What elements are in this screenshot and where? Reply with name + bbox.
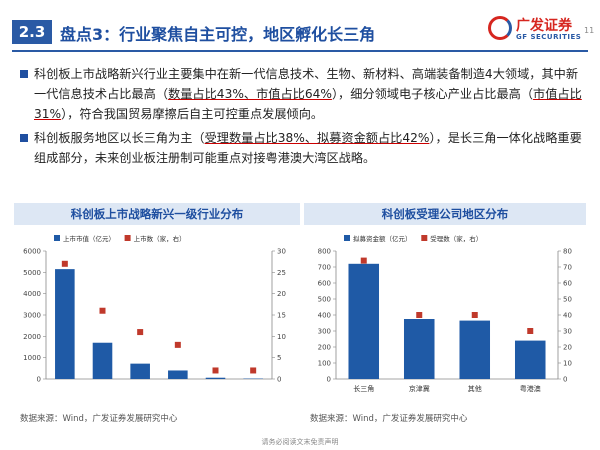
legend-label-marker: 上市数（家，右）	[134, 234, 186, 243]
y-tick-label-left: 3000	[23, 312, 41, 320]
bullet-highlight: 受理数量占比38%、拟募资金额占比42%	[204, 131, 430, 145]
bullet-text: ），细分领域电子核心产业占比最高（	[331, 87, 534, 101]
y-tick-label-right: 30	[563, 328, 572, 336]
y-tick-label-left: 6000	[23, 248, 41, 256]
x-tick-label: 长三角	[353, 384, 374, 393]
y-tick-label-left: 5000	[23, 269, 41, 277]
y-tick-label-right: 0	[563, 376, 567, 384]
marker-point	[360, 257, 367, 264]
bullet-text: 科创板上市战略新兴行业主要集中在新一代信息技术、生物、新材料、高端装备制造4大领…	[34, 67, 579, 101]
chart-title: 科创板受理公司地区分布	[304, 203, 586, 225]
marker-point	[61, 260, 68, 267]
x-tick-label: 粤港澳	[520, 384, 541, 393]
y-tick-label-right: 30	[277, 248, 286, 256]
y-tick-label-left: 4000	[23, 290, 41, 298]
bar	[514, 340, 546, 379]
bullet-square-icon	[20, 70, 28, 78]
y-tick-label-left: 300	[318, 328, 331, 336]
y-tick-label-left: 500	[318, 296, 331, 304]
bar	[55, 269, 75, 379]
chart-title: 科创板上市战略新兴一级行业分布	[14, 203, 300, 225]
chart-source: 数据来源：Wind，广发证券发展研究中心	[310, 414, 468, 424]
chart-panel-industry: 科创板上市战略新兴一级行业分布 0 1000 2000 3000 4000 5000 600…	[14, 203, 300, 425]
legend-swatch-bar	[344, 235, 350, 241]
marker-point	[250, 367, 257, 374]
marker-point	[416, 312, 423, 318]
y-tick-label-left: 0	[327, 376, 331, 384]
bullet-text: ），是长三角一体化战略重要组成部分，未来创业板注册制可能重点对接粤港澳大湾区战略…	[34, 131, 582, 165]
bullet-highlight: 数量占比43%、市值占比64%	[168, 87, 332, 101]
logo-text-cn: 广发证券	[516, 18, 572, 34]
y-tick-label-right: 60	[563, 280, 572, 288]
y-tick-label-left: 600	[318, 280, 331, 288]
x-tick-label: 其他	[468, 384, 482, 393]
y-tick-label-right: 20	[277, 290, 286, 298]
y-tick-label-right: 40	[563, 312, 572, 320]
y-tick-label-left: 1000	[23, 354, 41, 362]
y-tick-label-right: 0	[277, 376, 281, 384]
chart-panel-region: 科创板受理公司地区分布 0 100 200 300 400 500 600 700 800 0 10…	[304, 203, 586, 425]
y-tick-label-right: 70	[563, 264, 572, 272]
marker-point	[212, 367, 219, 374]
bullet-square-icon	[20, 134, 28, 142]
page-number: 11	[584, 26, 595, 35]
y-tick-label-right: 20	[563, 344, 572, 352]
y-tick-label-left: 400	[318, 312, 331, 320]
bullet-text: 科创板服务地区以长三角为主（	[34, 131, 205, 145]
legend-label-bar: 拟募资金额（亿元）	[353, 234, 412, 243]
page-title: 盘点3：行业聚焦自主可控，地区孵化长三角	[60, 25, 376, 44]
y-tick-label-left: 100	[318, 360, 331, 368]
y-tick-label-left: 2000	[23, 333, 41, 341]
marker-point	[527, 328, 534, 334]
region-bar-chart: 0 100 200 300 400 500 600 700 800 0 10 20 30 40 50 60 70…	[318, 234, 572, 393]
industry-bar-chart: 0 1000 2000 3000 4000 5000 6000 0 5 10 15 20 25 30 上市市…	[23, 234, 286, 384]
legend-swatch-marker	[124, 235, 131, 241]
y-tick-label-left: 200	[318, 344, 331, 352]
legend-label-marker: 受理数（家，右）	[430, 234, 482, 243]
x-tick-label: 京津冀	[409, 384, 430, 393]
legend-swatch-marker	[421, 235, 428, 241]
disclaimer-footer: 请务必阅读文末免责声明	[261, 438, 339, 446]
logo-text-en: GF SECURITIES	[516, 33, 582, 41]
section-number: 2.3	[12, 20, 52, 44]
bar	[459, 320, 491, 379]
bullet-list: 科创板上市战略新兴行业主要集中在新一代信息技术、生物、新材料、高端装备制造4大领…	[20, 64, 590, 172]
marker-point	[471, 312, 478, 318]
marker-point	[137, 329, 144, 336]
header-divider	[12, 50, 588, 52]
marker-point	[99, 307, 106, 314]
chart-source: 数据来源：Wind，广发证券发展研究中心	[20, 414, 178, 424]
legend-swatch-bar	[54, 235, 60, 241]
legend-label-bar: 上市市值（亿元）	[63, 234, 115, 243]
y-tick-label-right: 50	[563, 296, 572, 304]
bullet-item-1: 科创板上市战略新兴行业主要集中在新一代信息技术、生物、新材料、高端装备制造4大领…	[20, 64, 590, 124]
bar	[348, 263, 380, 379]
y-tick-label-right: 5	[277, 354, 281, 362]
y-tick-label-left: 0	[37, 376, 41, 384]
y-tick-label-left: 800	[318, 248, 331, 256]
bullet-text: ），符合我国贸易摩擦后自主可控重点发展倾向。	[61, 107, 324, 121]
y-tick-label-right: 80	[563, 248, 572, 256]
logo-icon	[488, 16, 512, 40]
bullet-highlight: 市值占比31%	[34, 87, 582, 121]
bar	[92, 342, 113, 379]
y-tick-label-right: 10	[277, 333, 286, 341]
bar	[130, 363, 150, 379]
company-logo: 广发证券 GF SECURITIES	[488, 14, 582, 48]
y-tick-label-right: 25	[277, 269, 286, 277]
marker-point	[174, 341, 181, 348]
slide-header: 2.3 盘点3：行业聚焦自主可控，地区孵化长三角 广发证券 GF SECURIT…	[0, 0, 600, 58]
y-tick-label-right: 15	[277, 312, 286, 320]
y-tick-label-right: 10	[563, 360, 572, 368]
bar	[205, 377, 226, 379]
y-tick-label-left: 700	[318, 264, 331, 272]
bullet-item-2: 科创板服务地区以长三角为主（受理数量占比38%、拟募资金额占比42%），是长三角…	[20, 128, 590, 168]
bar	[168, 370, 188, 379]
bar	[403, 319, 435, 379]
